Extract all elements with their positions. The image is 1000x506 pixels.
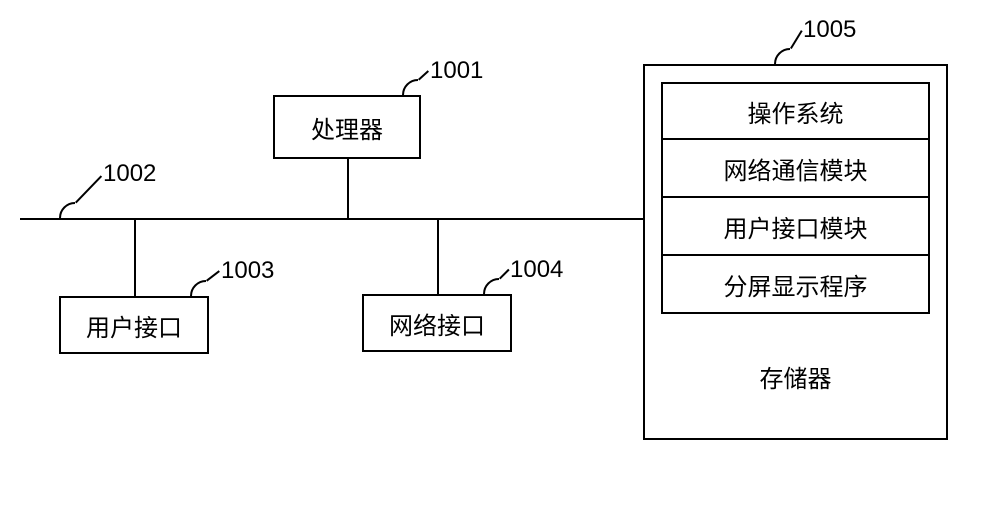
memory-cell-splitscreen: 分屏显示程序 <box>661 256 930 314</box>
user-interface-block: 用户接口 <box>59 296 209 354</box>
memory-cell-userif: 用户接口模块 <box>661 198 930 256</box>
connector-netif-bus <box>437 218 439 294</box>
bus-line <box>20 218 643 220</box>
leader-line-1005 <box>790 30 803 49</box>
processor-block: 处理器 <box>273 95 421 159</box>
callout-1004: 1004 <box>510 256 563 284</box>
callout-1002: 1002 <box>103 160 156 188</box>
callout-1003: 1003 <box>221 257 274 285</box>
connector-userif-bus <box>134 218 136 296</box>
memory-cell-netcomm: 网络通信模块 <box>661 140 930 198</box>
memory-stack: 操作系统 网络通信模块 用户接口模块 分屏显示程序 <box>645 66 946 314</box>
user-interface-label: 用户接口 <box>86 308 182 343</box>
leader-line-1003 <box>206 270 220 282</box>
memory-cell-os: 操作系统 <box>661 82 930 140</box>
connector-processor-bus <box>347 159 349 218</box>
memory-cell-netcomm-label: 网络通信模块 <box>724 151 868 186</box>
leader-line-1001 <box>418 70 429 80</box>
leader-line-1002 <box>75 175 102 203</box>
memory-cell-splitscreen-label: 分屏显示程序 <box>724 267 868 302</box>
callout-1005: 1005 <box>803 16 856 44</box>
network-interface-label: 网络接口 <box>389 306 485 341</box>
memory-cell-os-label: 操作系统 <box>748 94 844 129</box>
processor-label: 处理器 <box>311 110 383 145</box>
network-interface-block: 网络接口 <box>362 294 512 352</box>
memory-block: 操作系统 网络通信模块 用户接口模块 分屏显示程序 存储器 <box>643 64 948 440</box>
leader-line-1004 <box>499 269 509 279</box>
memory-cell-userif-label: 用户接口模块 <box>724 209 868 244</box>
diagram-canvas: { "diagram": { "type": "block-diagram", … <box>0 0 1000 506</box>
memory-label: 存储器 <box>760 359 832 394</box>
memory-title: 存储器 <box>645 314 946 438</box>
callout-1001: 1001 <box>430 57 483 85</box>
